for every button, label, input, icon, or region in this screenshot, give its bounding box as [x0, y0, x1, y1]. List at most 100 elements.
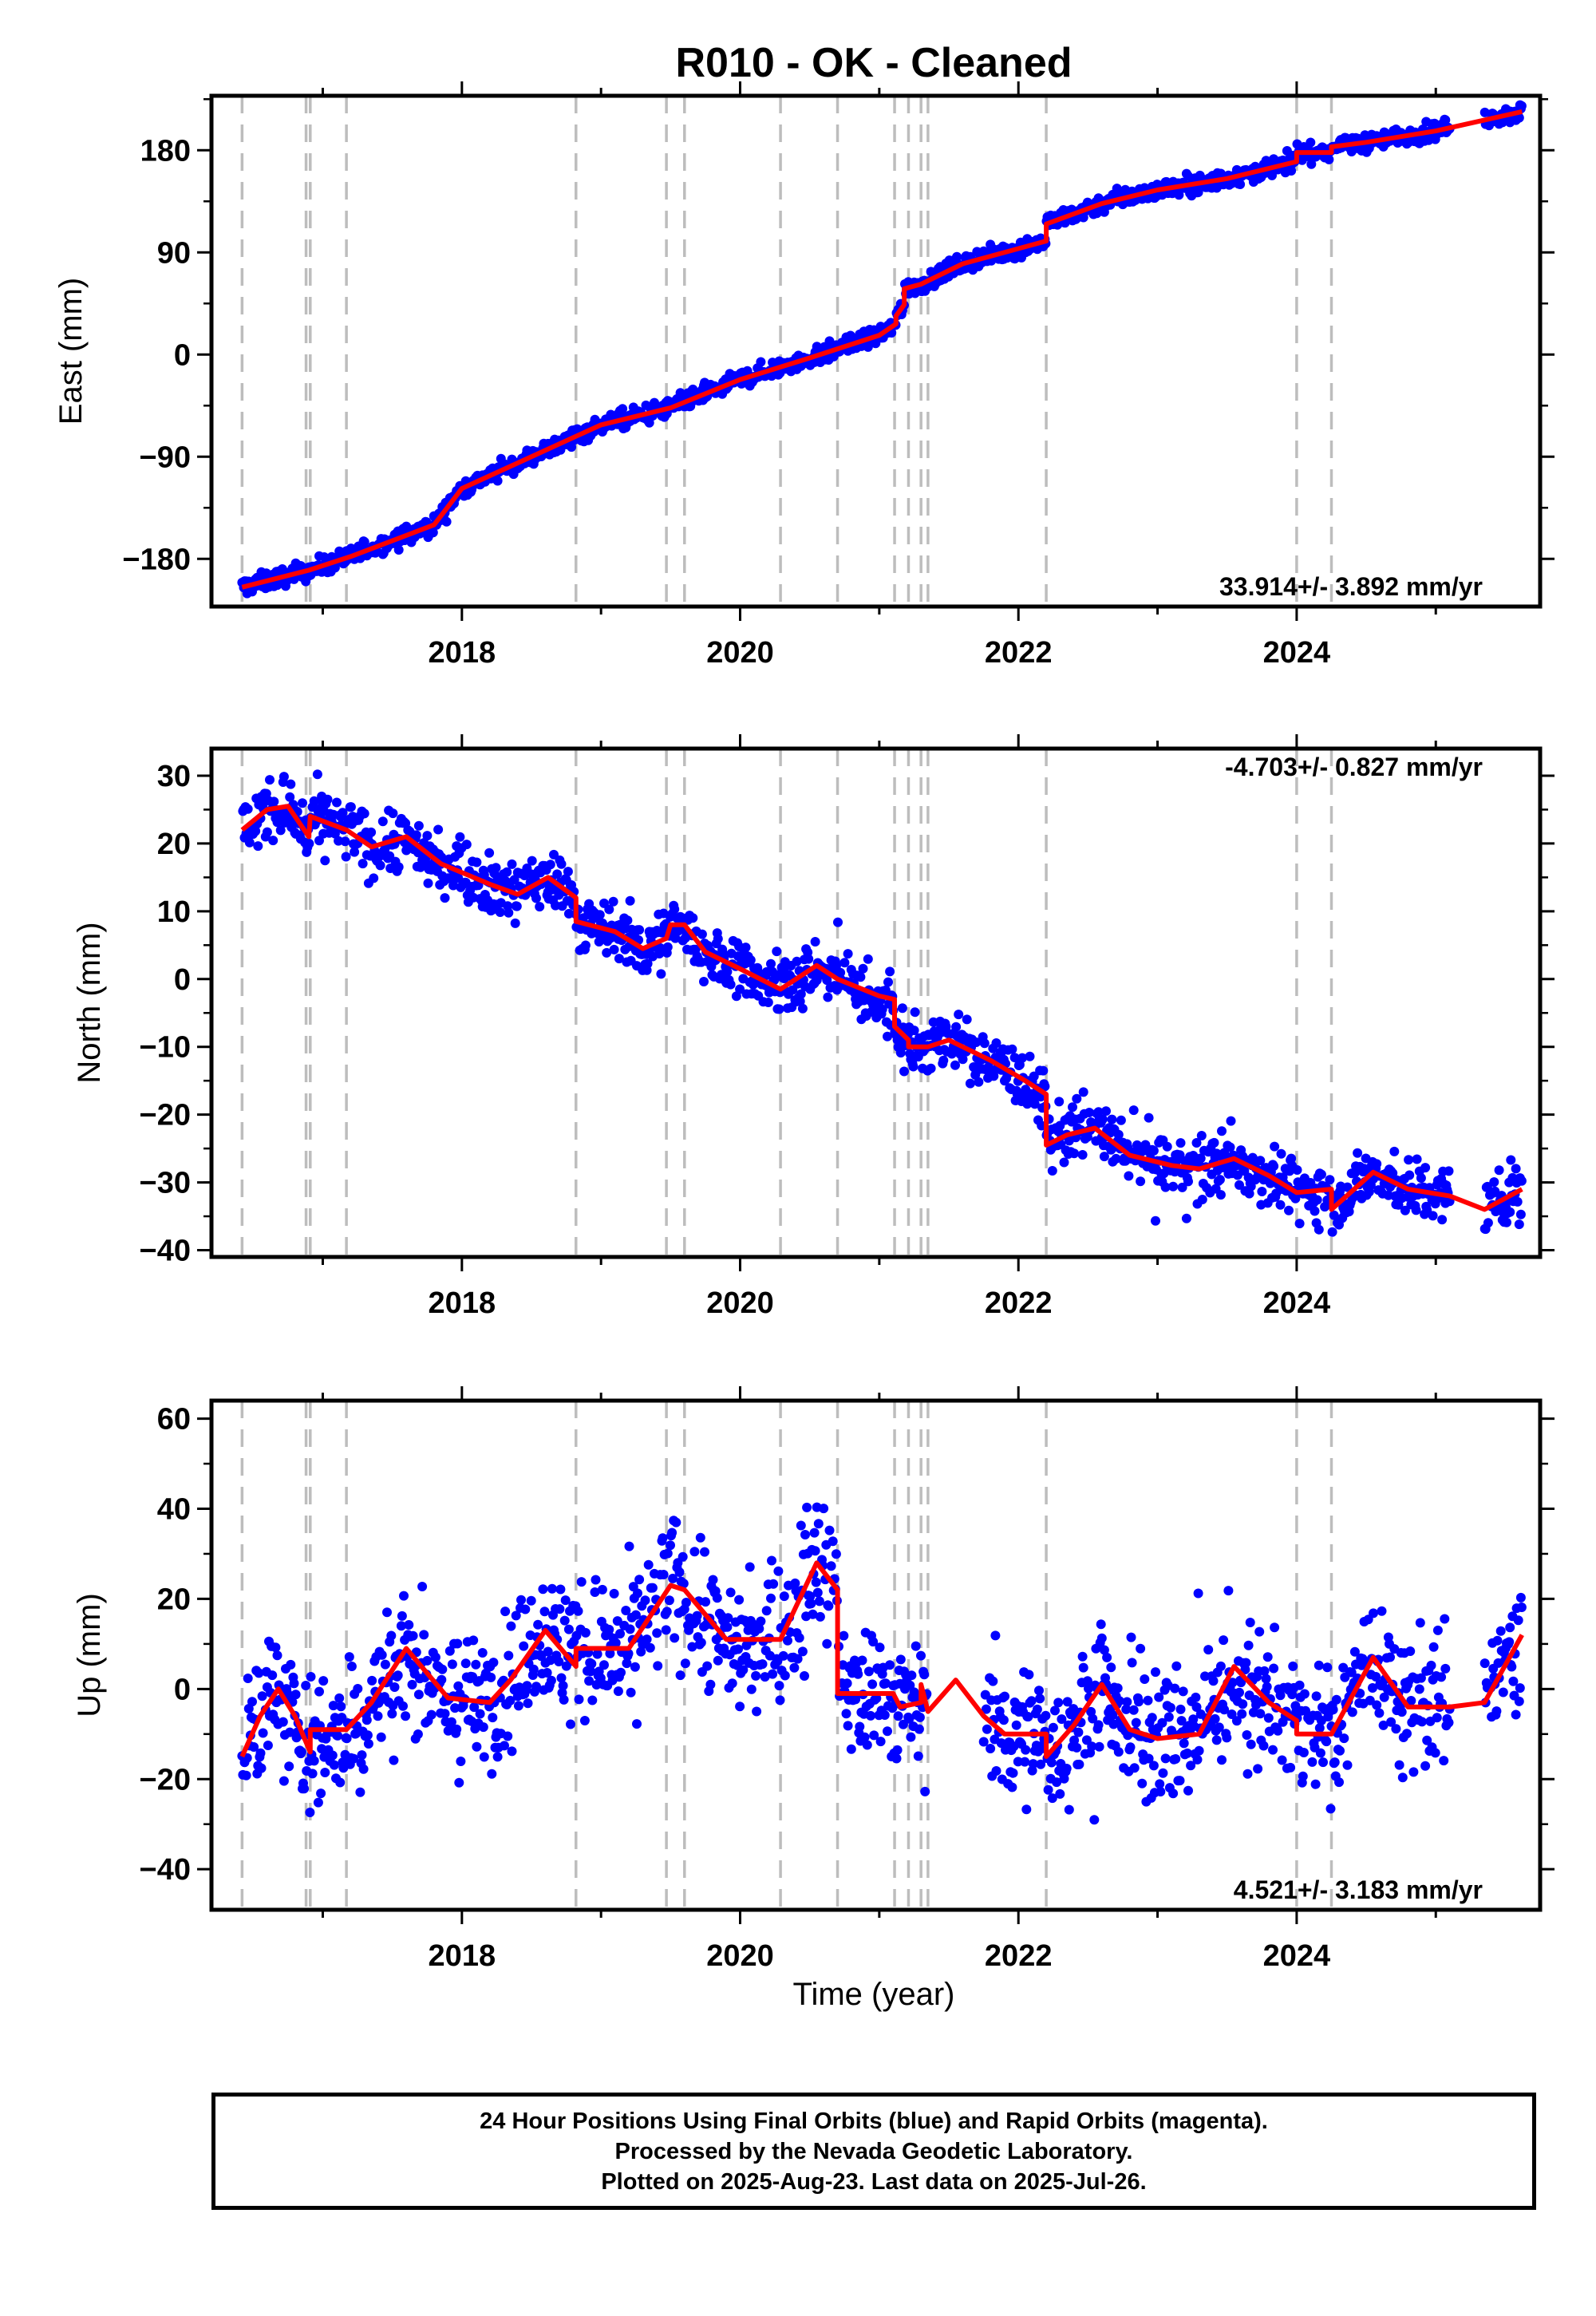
north-data-point — [268, 836, 279, 846]
up-data-point — [859, 1732, 870, 1742]
up-data-point — [802, 1502, 812, 1512]
up-data-point — [1269, 1663, 1279, 1674]
up-data-point — [1331, 1694, 1341, 1705]
up-data-point — [522, 1681, 532, 1691]
up-data-point — [625, 1624, 635, 1634]
north-y-tick-label: 10 — [157, 895, 191, 929]
up-panel: −40 −20 0 20 40 60 2018 2020 2022 2024 Up (mm) 4.52… — [72, 1386, 1555, 1973]
up-data-point — [314, 1686, 324, 1697]
up-data-point — [1093, 1720, 1104, 1730]
up-data-point — [1074, 1759, 1084, 1769]
north-data-point — [951, 1022, 962, 1032]
up-data-point — [978, 1737, 989, 1747]
up-data-point — [285, 1727, 295, 1737]
north-data-point — [448, 880, 458, 891]
up-data-point — [1406, 1696, 1416, 1705]
up-data-point — [1148, 1761, 1159, 1771]
up-data-point — [866, 1710, 875, 1721]
up-data-point — [1491, 1706, 1502, 1717]
north-data-point — [341, 852, 351, 862]
north-data-point — [885, 966, 895, 977]
north-data-point — [309, 796, 319, 806]
up-data-point — [258, 1728, 268, 1738]
up-data-point — [1023, 1712, 1033, 1722]
north-data-point — [1181, 1213, 1191, 1223]
up-data-point — [623, 1649, 634, 1658]
up-data-point — [1396, 1707, 1407, 1717]
up-data-point — [505, 1695, 516, 1705]
up-data-point — [1200, 1671, 1210, 1682]
north-data-point — [1514, 1219, 1524, 1230]
up-data-point — [746, 1684, 757, 1694]
up-data-point — [1186, 1761, 1196, 1771]
east-y-tick-label: −180 — [122, 543, 191, 576]
up-data-point — [988, 1676, 998, 1686]
north-data-point — [688, 913, 698, 923]
up-data-point — [998, 1715, 1009, 1725]
up-data-point — [399, 1591, 409, 1601]
north-rate-label: -4.703+/- 0.827 mm/yr — [1225, 753, 1483, 781]
up-data-point — [511, 1611, 521, 1621]
east-data-point — [1286, 166, 1297, 176]
east-x-tick-label: 2018 — [429, 636, 496, 670]
up-data-point — [555, 1604, 565, 1614]
east-y-tick-label: 0 — [174, 338, 191, 372]
up-data-point — [810, 1546, 820, 1556]
up-data-point — [477, 1648, 488, 1658]
up-data-point — [712, 1593, 722, 1603]
up-data-point — [1211, 1735, 1222, 1745]
east-frame — [209, 93, 1543, 609]
north-data-point — [509, 875, 519, 885]
north-data-point — [535, 902, 545, 912]
north-data-point — [253, 841, 263, 852]
up-data-point — [733, 1644, 743, 1654]
up-data-point — [1032, 1704, 1042, 1714]
north-y-tick-label: 0 — [174, 963, 191, 997]
up-data-point — [1168, 1788, 1179, 1799]
north-data-point — [455, 832, 465, 842]
north-data-point — [1025, 1051, 1035, 1061]
up-data-point — [658, 1533, 668, 1543]
north-data-point — [312, 769, 322, 780]
up-data-point — [479, 1752, 489, 1762]
east-data-point — [1440, 115, 1451, 125]
up-data-point — [696, 1638, 706, 1648]
up-data-point — [574, 1694, 584, 1705]
north-data-point — [1270, 1141, 1280, 1152]
east-y-axis-label: East (mm) — [53, 278, 89, 425]
north-data-point — [1111, 1153, 1121, 1164]
up-data-point — [554, 1657, 564, 1666]
up-data-point — [309, 1756, 319, 1766]
up-data-point — [1402, 1729, 1412, 1739]
north-data-point — [609, 944, 619, 954]
up-data-point — [413, 1729, 423, 1739]
east-data-point — [393, 545, 404, 555]
east-data-point — [756, 357, 766, 367]
up-data-point — [914, 1724, 924, 1734]
up-data-point — [452, 1638, 463, 1649]
up-data-point — [533, 1619, 543, 1630]
north-data-point — [1069, 1148, 1080, 1159]
up-data-point — [1007, 1782, 1017, 1792]
up-data-point — [632, 1719, 642, 1729]
up-data-point — [1082, 1676, 1092, 1686]
up-data-point — [916, 1650, 926, 1661]
up-data-point — [446, 1717, 456, 1727]
up-data-point — [520, 1604, 531, 1614]
north-data-point — [722, 966, 733, 977]
north-data-point — [1420, 1163, 1431, 1173]
up-data-point — [1171, 1754, 1181, 1764]
north-data-point — [1054, 1097, 1065, 1107]
up-data-point — [587, 1658, 597, 1669]
north-data-point — [1329, 1210, 1339, 1220]
up-data-point — [678, 1551, 688, 1562]
up-data-point — [605, 1648, 615, 1658]
up-data-point — [1227, 1709, 1237, 1719]
up-data-point — [642, 1634, 652, 1645]
up-y-tick-label: −40 — [140, 1853, 191, 1887]
up-data-point — [1094, 1741, 1104, 1752]
east-x-tick-label: 2022 — [985, 636, 1053, 670]
up-data-point — [875, 1642, 885, 1653]
up-data-point — [1270, 1622, 1280, 1633]
north-data-point — [358, 859, 368, 869]
